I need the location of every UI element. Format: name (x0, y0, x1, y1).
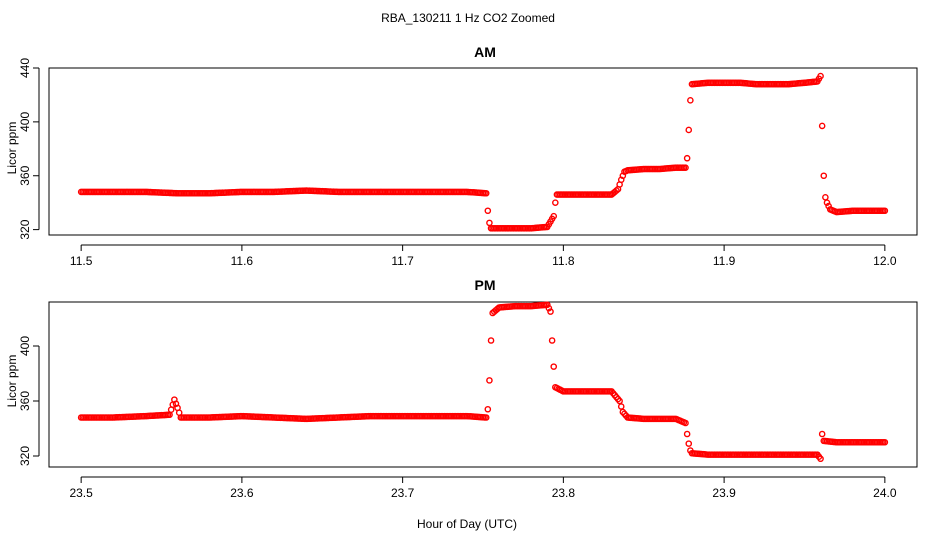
data-point (881, 207, 889, 215)
data-point (484, 207, 492, 215)
panel-am-title: AM (474, 44, 496, 60)
data-point (486, 219, 493, 227)
data-point (547, 308, 554, 315)
data-point (683, 430, 691, 438)
panel-pm: PM Licor ppm 23.5 23.6 23.7 23.8 23.9 24.0 320… (5, 277, 918, 500)
y-tick-label: 440 (18, 58, 32, 78)
data-point (685, 440, 693, 447)
data-point (683, 154, 691, 162)
data-point (682, 164, 689, 171)
data-point (818, 430, 826, 438)
y-tick-label: 360 (18, 165, 32, 185)
data-point (616, 397, 623, 405)
data-points (77, 301, 889, 463)
x-tick-label: 23.9 (712, 486, 736, 500)
data-point (822, 193, 829, 201)
y-tick-label: 320 (18, 446, 32, 466)
x-tick-label: 11.5 (70, 254, 93, 268)
data-point (482, 189, 490, 197)
y-tick-label: 320 (18, 219, 32, 239)
x-axis-title: Hour of Day (UTC) (417, 517, 517, 531)
x-tick-label: 11.7 (391, 254, 414, 268)
data-point (685, 126, 693, 134)
panel-pm-y-axis-title: Licor ppm (5, 355, 19, 408)
data-point (881, 438, 889, 446)
data-point (544, 301, 551, 309)
plot-frame (48, 67, 918, 236)
data-point (825, 202, 832, 210)
x-tick-label: 23.6 (230, 486, 254, 500)
x-tick-label: 12.0 (873, 254, 897, 268)
y-tick-label: 360 (18, 391, 32, 411)
data-point (548, 337, 556, 344)
data-point (617, 403, 625, 410)
data-point (820, 172, 828, 180)
data-point (486, 377, 493, 384)
data-points (77, 72, 889, 232)
x-tick-label: 23.5 (69, 486, 93, 500)
plot-frame (48, 301, 918, 468)
y-tick-label: 400 (18, 112, 32, 132)
x-tick-label: 23.8 (552, 486, 576, 500)
panel-am: AM Licor ppm 11.5 11.6 11.7 11.8 11.9 12.0 320… (5, 44, 918, 268)
x-tick-label: 23.7 (391, 486, 415, 500)
data-point (687, 97, 694, 104)
panel-pm-title: PM (475, 277, 496, 293)
x-tick-label: 11.8 (552, 254, 575, 268)
panel-am-y-axis-title: Licor ppm (5, 122, 19, 175)
data-point (487, 337, 495, 344)
data-point (818, 122, 826, 130)
x-tick-label: 11.6 (231, 254, 254, 268)
data-point (545, 304, 553, 312)
x-tick-label: 24.0 (873, 486, 897, 500)
data-point (550, 212, 558, 220)
data-point (552, 199, 559, 206)
x-tick-label: 11.9 (713, 254, 736, 268)
data-point (817, 455, 824, 463)
data-point (484, 405, 492, 413)
figure-title: RBA_130211 1 Hz CO2 Zoomed (381, 11, 555, 25)
data-point (482, 414, 490, 421)
y-tick-label: 400 (18, 336, 32, 356)
data-point (682, 419, 689, 427)
data-point (817, 72, 824, 80)
data-point (550, 363, 558, 370)
data-point (823, 199, 831, 206)
